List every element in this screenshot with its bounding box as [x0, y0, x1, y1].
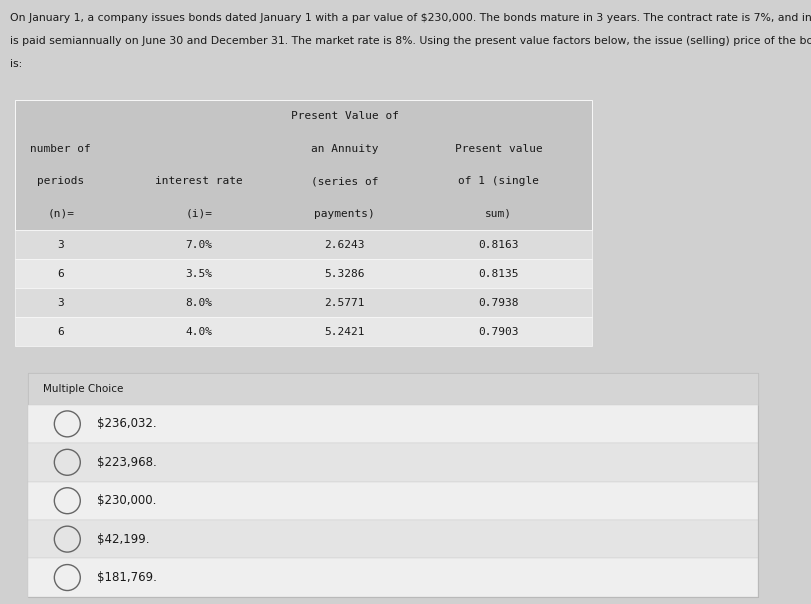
Text: 0.7938: 0.7938	[478, 298, 519, 307]
FancyBboxPatch shape	[28, 443, 758, 481]
FancyBboxPatch shape	[15, 288, 592, 317]
Text: 8.0%: 8.0%	[185, 298, 212, 307]
FancyBboxPatch shape	[15, 230, 592, 259]
Text: 7.0%: 7.0%	[185, 240, 212, 249]
Text: Present value: Present value	[455, 144, 543, 153]
FancyBboxPatch shape	[15, 259, 592, 288]
Text: Multiple Choice: Multiple Choice	[43, 384, 123, 394]
Text: $236,032.: $236,032.	[97, 417, 157, 431]
Text: 5.2421: 5.2421	[324, 327, 365, 336]
Text: payments): payments)	[315, 209, 375, 219]
Text: $230,000.: $230,000.	[97, 494, 157, 507]
Text: is paid semiannually on June 30 and December 31. The market rate is 8%. Using th: is paid semiannually on June 30 and Dece…	[10, 36, 811, 47]
Text: 0.8135: 0.8135	[478, 269, 519, 278]
FancyBboxPatch shape	[28, 373, 758, 405]
FancyBboxPatch shape	[28, 481, 758, 520]
Text: 6: 6	[58, 327, 64, 336]
FancyBboxPatch shape	[15, 317, 592, 346]
Text: 2.6243: 2.6243	[324, 240, 365, 249]
Text: 3: 3	[58, 240, 64, 249]
FancyBboxPatch shape	[15, 100, 592, 230]
FancyBboxPatch shape	[28, 520, 758, 558]
Text: is:: is:	[10, 59, 22, 69]
Text: sum): sum)	[485, 209, 513, 219]
Text: of 1 (single: of 1 (single	[458, 176, 539, 186]
Text: $42,199.: $42,199.	[97, 533, 150, 545]
Text: interest rate: interest rate	[155, 176, 242, 186]
Text: 3: 3	[58, 298, 64, 307]
Text: $223,968.: $223,968.	[97, 456, 157, 469]
Text: an Annuity: an Annuity	[311, 144, 379, 153]
Text: 0.8163: 0.8163	[478, 240, 519, 249]
Text: number of: number of	[31, 144, 91, 153]
Text: 4.0%: 4.0%	[185, 327, 212, 336]
FancyBboxPatch shape	[28, 405, 758, 443]
Text: 3.5%: 3.5%	[185, 269, 212, 278]
Text: Present Value of: Present Value of	[290, 111, 399, 121]
Text: (i)=: (i)=	[185, 209, 212, 219]
Text: 5.3286: 5.3286	[324, 269, 365, 278]
Text: 2.5771: 2.5771	[324, 298, 365, 307]
Text: 0.7903: 0.7903	[478, 327, 519, 336]
Text: (series of: (series of	[311, 176, 379, 186]
Text: $181,769.: $181,769.	[97, 571, 157, 584]
FancyBboxPatch shape	[28, 558, 758, 597]
Text: 6: 6	[58, 269, 64, 278]
Text: (n)=: (n)=	[47, 209, 75, 219]
Text: periods: periods	[37, 176, 84, 186]
Text: On January 1, a company issues bonds dated January 1 with a par value of $230,00: On January 1, a company issues bonds dat…	[10, 13, 811, 24]
FancyBboxPatch shape	[28, 373, 758, 597]
